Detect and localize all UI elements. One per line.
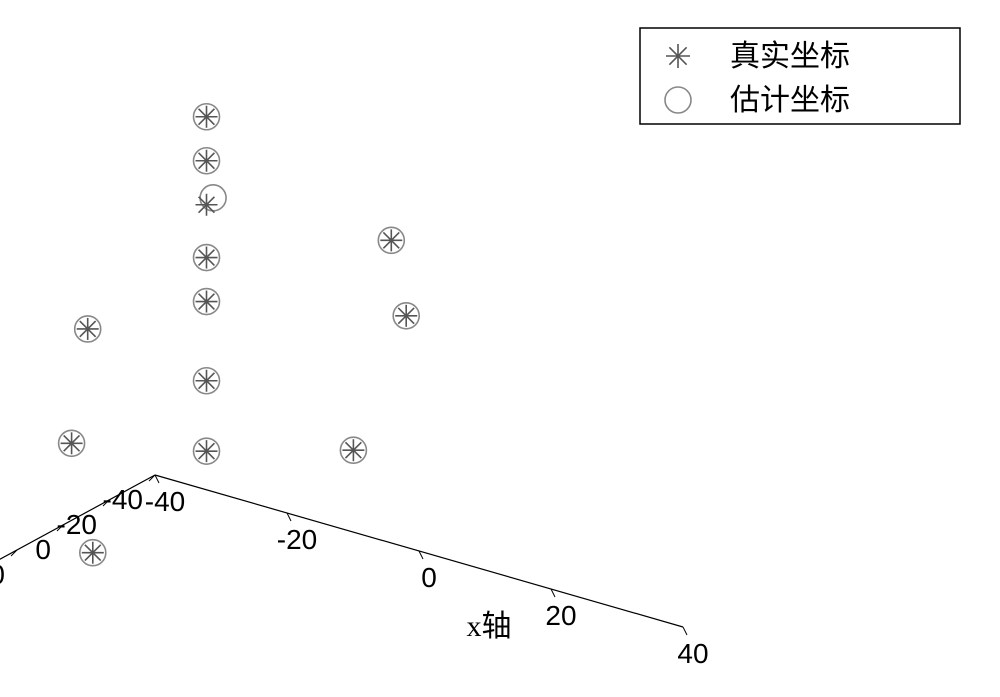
legend-label: 真实坐标	[730, 40, 850, 73]
asterisk-marker	[61, 432, 83, 454]
scatter-3d-plot: -40-2002040x轴-40-20020y轴-30-20-1001020z轴…	[0, 0, 1000, 697]
y-tick-label: -20	[57, 509, 97, 540]
asterisk-marker	[196, 291, 218, 313]
asterisk-marker	[342, 439, 364, 461]
asterisk-marker	[196, 150, 218, 172]
asterisk-marker	[82, 542, 104, 564]
x-tick-label: -40	[145, 486, 185, 517]
y-tick-label: 20	[0, 559, 5, 590]
x-tick-label: 0	[421, 562, 437, 593]
x-axis-label: x轴	[467, 610, 512, 643]
y-tick-label: -40	[103, 484, 143, 515]
asterisk-marker	[666, 44, 690, 68]
asterisk-marker	[395, 305, 417, 327]
asterisk-marker	[77, 318, 99, 340]
asterisk-marker	[196, 440, 218, 462]
asterisk-marker	[196, 194, 218, 216]
asterisk-marker	[380, 229, 402, 251]
asterisk-marker	[196, 370, 218, 392]
x-tick-label: 40	[677, 638, 708, 669]
legend-label: 估计坐标	[730, 84, 850, 117]
y-tick-label: 0	[35, 534, 51, 565]
asterisk-marker	[196, 247, 218, 269]
asterisk-marker	[196, 106, 218, 128]
x-tick-label: 20	[545, 600, 576, 631]
x-tick-label: -20	[277, 524, 317, 555]
